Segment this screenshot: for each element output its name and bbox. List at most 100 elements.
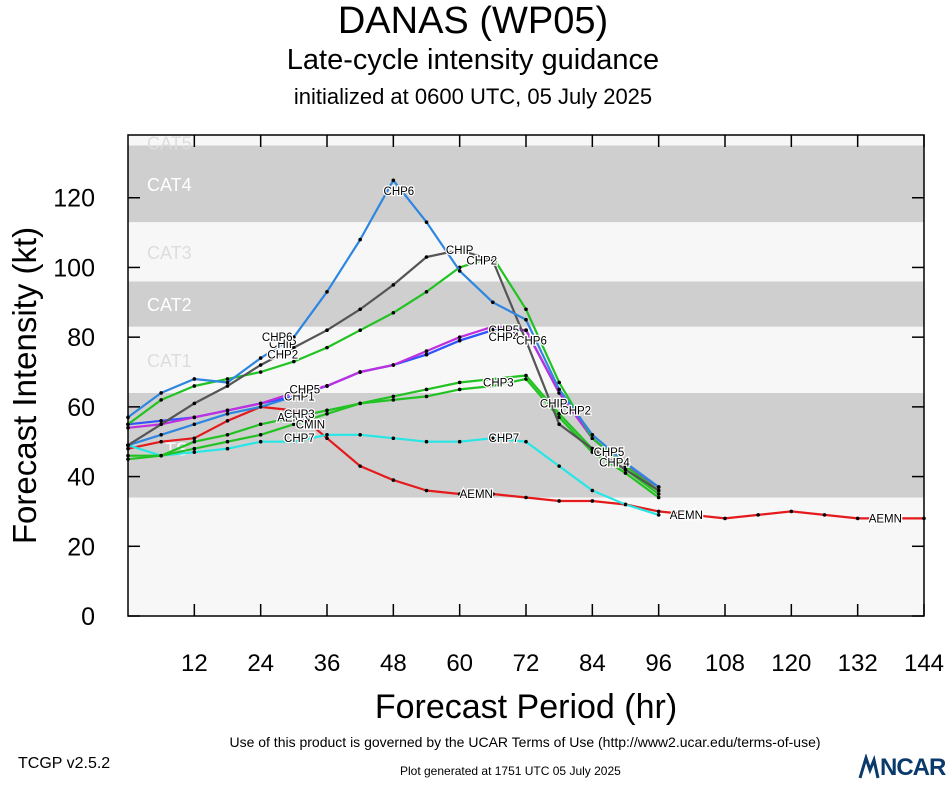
point-aemn: [656, 509, 661, 514]
point-chp4: [491, 324, 495, 329]
point-aemn: [424, 488, 429, 493]
point-chp3: [656, 495, 661, 500]
point-chp3: [424, 394, 429, 399]
point-chp6: [258, 356, 263, 360]
point-chip: [623, 467, 628, 472]
point-chp2: [325, 345, 329, 350]
series-label-chp2: CHP2: [560, 405, 591, 417]
point-chp3: [258, 422, 263, 427]
point-chp6: [391, 178, 396, 183]
point-aemn: [358, 464, 362, 468]
point-chp7: [225, 446, 230, 451]
point-aemn: [756, 513, 760, 517]
point-chp2: [491, 255, 495, 259]
series-label-chp6: CHP6: [384, 186, 415, 198]
point-cmin: [258, 432, 263, 437]
point-chp7: [292, 439, 296, 444]
series-label-chp2: CHP2: [466, 255, 497, 267]
point-chp2: [623, 464, 628, 468]
point-chp3: [457, 387, 462, 392]
point-aemn: [192, 436, 197, 441]
point-aemn: [292, 408, 296, 413]
band-label-cat5: CAT5: [147, 133, 192, 153]
point-chp4: [292, 391, 296, 395]
point-chp7: [424, 439, 429, 444]
point-chip: [590, 446, 595, 451]
series-label-chip: CHIP: [269, 339, 297, 351]
point-cmin: [325, 412, 329, 416]
x-tick-label-60: 60: [446, 650, 473, 677]
point-chp4: [126, 425, 130, 430]
point-chp7: [358, 432, 362, 437]
x-tick-label-24: 24: [247, 650, 274, 677]
series-label-chp6: CHP6: [516, 336, 547, 348]
point-cmin: [126, 453, 130, 458]
point-chp3: [623, 471, 628, 475]
y-tick-label-100: 100: [53, 254, 95, 282]
point-chp6: [656, 485, 661, 489]
band-label-cat4: CAT4: [147, 175, 192, 195]
point-chp7: [524, 439, 528, 444]
y-tick-label-0: 0: [81, 603, 95, 631]
point-aemn: [922, 516, 926, 521]
y-tick-label-120: 120: [53, 185, 95, 213]
point-aemn: [822, 513, 827, 517]
x-tick-label-132: 132: [838, 650, 878, 677]
point-chip: [192, 401, 197, 406]
point-chp7: [192, 450, 197, 454]
series-label-aemn: AEMN: [277, 412, 310, 424]
series-label-chp5: CHP5: [594, 447, 625, 459]
point-cmin: [292, 422, 296, 427]
point-chp6: [192, 377, 197, 381]
y-tick-label-60: 60: [67, 394, 95, 422]
point-chp2: [126, 422, 130, 427]
point-chip: [159, 422, 163, 427]
point-aemn: [391, 478, 396, 482]
point-chp7: [457, 439, 462, 444]
point-aemn: [723, 516, 727, 521]
point-chp3: [292, 415, 296, 420]
point-aemn: [855, 516, 860, 521]
x-tick-label-36: 36: [314, 650, 341, 677]
point-chp3: [126, 457, 130, 461]
point-chip: [325, 328, 329, 332]
point-chp5: [292, 394, 296, 399]
point-aemn: [225, 419, 230, 423]
point-chp4: [457, 335, 462, 339]
series-label-chp7: CHP7: [284, 433, 315, 445]
x-tick-label-12: 12: [181, 650, 208, 677]
band-ts: [128, 392, 924, 498]
point-chip: [292, 345, 296, 350]
generated-time: Plot generated at 1751 UTC 05 July 2025: [400, 764, 621, 778]
point-chip: [457, 248, 462, 252]
point-cmin: [358, 401, 362, 406]
point-aemn: [557, 499, 561, 503]
band-cat4: [128, 145, 924, 223]
point-aemn: [457, 492, 462, 496]
x-tick-label-108: 108: [705, 650, 745, 677]
x-tick-label-120: 120: [771, 650, 811, 677]
point-chp2: [225, 377, 230, 381]
point-chip: [557, 422, 561, 427]
point-aemn: [889, 516, 893, 521]
point-chip: [524, 338, 528, 343]
point-chp7: [557, 464, 561, 468]
point-chp2: [590, 436, 595, 441]
point-chp7: [325, 432, 329, 437]
point-chip: [225, 384, 230, 388]
y-tick-label-20: 20: [67, 533, 95, 561]
point-aemn: [690, 513, 694, 517]
point-chp6: [524, 317, 528, 322]
point-aemn: [590, 499, 595, 503]
series-label-aemn: AEMN: [670, 510, 703, 522]
ncar-logo: NCAR: [858, 753, 946, 781]
point-chp4: [325, 384, 329, 388]
point-aemn: [491, 492, 495, 496]
point-chp6: [557, 387, 561, 392]
band-cat3: [128, 222, 924, 282]
point-chp4: [258, 401, 263, 406]
point-chp2: [292, 359, 296, 364]
point-cmin: [192, 446, 197, 451]
